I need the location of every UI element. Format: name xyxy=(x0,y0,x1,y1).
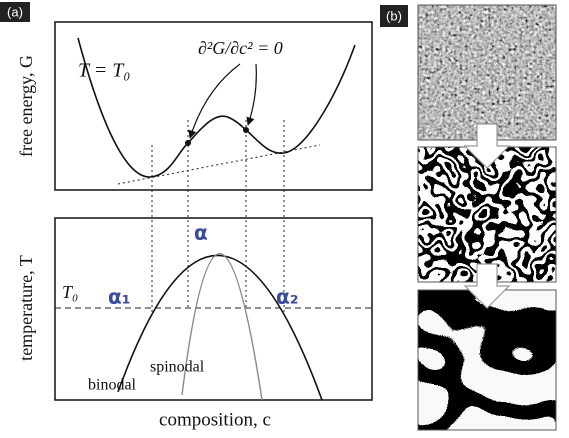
panel-label: (a) xyxy=(7,4,23,19)
binodal-label: binodal xyxy=(88,377,137,394)
temperature-label: T₀ xyxy=(62,282,78,302)
pointer-arrow xyxy=(246,63,257,126)
phase-label: α₁ xyxy=(108,285,131,309)
panel-label-box xyxy=(0,2,30,22)
microstructure-early xyxy=(418,5,556,140)
panel-label-box xyxy=(380,5,408,27)
y-axis-label: temperature, T xyxy=(16,255,36,361)
inflection-point xyxy=(243,127,249,133)
temperature-condition: T = T₀ xyxy=(78,60,130,82)
free-energy-curve xyxy=(77,37,356,178)
microstructure-middle xyxy=(418,147,556,282)
x-axis-label: composition, c xyxy=(159,409,271,430)
phase-label: α₂ xyxy=(276,285,299,309)
inflection-point xyxy=(185,140,191,146)
microstructure-late xyxy=(418,290,556,430)
spinodal-condition: ∂²G/∂c² = 0 xyxy=(198,38,283,58)
pointer-arrow xyxy=(188,63,241,139)
free-energy-box xyxy=(54,21,373,191)
spinodal-curve xyxy=(181,253,263,401)
binodal-curve xyxy=(117,254,323,401)
phase-diagram-box xyxy=(54,217,373,401)
y-axis-label: free energy, G xyxy=(16,55,36,157)
spinodal-label: spinodal xyxy=(150,359,205,376)
panel-label: (b) xyxy=(386,8,402,23)
step-arrow xyxy=(463,263,511,309)
phase-label: α xyxy=(194,221,208,245)
step-arrow xyxy=(463,123,511,169)
guide-lines xyxy=(117,120,321,312)
